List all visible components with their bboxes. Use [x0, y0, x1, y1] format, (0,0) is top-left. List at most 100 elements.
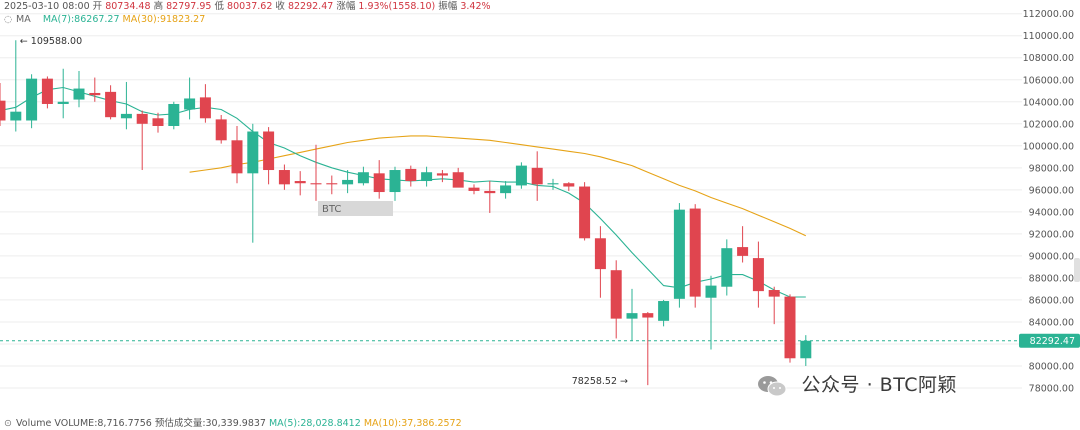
- symbol-label-bg: [318, 201, 393, 216]
- candle: [105, 85, 117, 120]
- ma7-line: [0, 86, 806, 298]
- candle: [531, 151, 543, 201]
- candle-body: [579, 186, 591, 239]
- candle: [26, 74, 38, 129]
- candle-body: [326, 183, 338, 185]
- volume-estimate: 预估成交量:30,339.9837: [154, 418, 266, 429]
- candle-body: [484, 190, 496, 194]
- candle-body: [531, 167, 543, 185]
- candle-body: [705, 285, 717, 298]
- volume-value: VOLUME:8,716.7756: [54, 418, 152, 429]
- watermark-text: 公众号 · BTC阿颖: [801, 374, 957, 396]
- candle-body: [41, 78, 53, 104]
- open-value: 80734.48: [105, 1, 151, 12]
- candle-body: [10, 111, 22, 121]
- candle: [642, 312, 654, 386]
- candle-body: [768, 290, 780, 297]
- candle: [89, 77, 101, 102]
- annotation-label: 78258.52 →: [572, 376, 628, 387]
- candle: [579, 182, 591, 241]
- candle: [120, 81, 132, 130]
- y-tick-label: 112000.00: [1023, 9, 1074, 20]
- price-annotation: ← 109588.00: [20, 36, 82, 47]
- y-tick-label: 78000.00: [1029, 383, 1074, 394]
- ma-info-row[interactable]: ◌ MA MA(7):86267.27 MA(30):91823.27: [4, 14, 205, 26]
- candle: [800, 335, 812, 366]
- candle-body: [263, 131, 275, 171]
- volume-ma10: MA(10):37,386.2572: [363, 418, 462, 429]
- candle-body: [500, 185, 512, 194]
- current-price-tag: 82292.47: [1019, 333, 1080, 348]
- candle-body: [673, 209, 685, 299]
- candle-body: [310, 183, 322, 185]
- close-label: 收: [275, 1, 285, 12]
- candle-body: [105, 91, 117, 118]
- candle: [294, 171, 306, 196]
- ma30-line: [189, 135, 807, 237]
- ma-label: MA: [16, 14, 31, 25]
- candle: [626, 288, 638, 341]
- price-scale-handle[interactable]: [1074, 258, 1080, 282]
- bell-icon[interactable]: ◌: [4, 14, 13, 25]
- volume-ma5: MA(5):28,028.8412: [268, 418, 361, 429]
- open-label: 开: [92, 1, 103, 12]
- candle-body: [610, 270, 622, 319]
- change-value: 1.93%(1558.10): [358, 1, 436, 12]
- candle-body: [389, 170, 401, 193]
- candle-body: [73, 88, 85, 100]
- ma30-value: MA(30):91823.27: [122, 14, 206, 25]
- candle: [500, 181, 512, 199]
- candle-body: [452, 172, 464, 188]
- candle: [326, 175, 338, 195]
- candle-body: [184, 98, 196, 110]
- candle: [342, 170, 354, 194]
- candle-body: [136, 113, 148, 124]
- candle: [515, 162, 527, 189]
- candle: [152, 112, 164, 133]
- candle: [263, 127, 275, 185]
- candle-body: [784, 296, 796, 359]
- candle: [705, 275, 717, 350]
- candle-body: [658, 301, 670, 321]
- candle-body: [373, 173, 385, 193]
- candle-body: [199, 97, 211, 119]
- candle: [10, 40, 22, 132]
- candle-body: [294, 181, 306, 184]
- candle: [452, 167, 464, 188]
- price-annotation: 78258.52 →: [572, 376, 628, 387]
- candle-body: [737, 247, 749, 256]
- watermark: 公众号 · BTC阿颖: [757, 370, 957, 398]
- candle: [57, 68, 69, 119]
- candle: [658, 299, 670, 327]
- current-price-tag-bg: [1019, 333, 1080, 348]
- candle-body: [563, 183, 575, 187]
- candle-body: [231, 140, 243, 174]
- candle-body: [752, 258, 764, 292]
- candle-body: [721, 248, 733, 287]
- candle: [73, 70, 85, 108]
- y-tick-label: 104000.00: [1023, 97, 1074, 108]
- candle: [357, 166, 369, 186]
- candle: [484, 181, 496, 213]
- y-tick-label: 90000.00: [1029, 251, 1074, 262]
- y-tick-label: 92000.00: [1029, 229, 1074, 240]
- candle: [247, 123, 259, 243]
- candle-body: [247, 131, 259, 174]
- candle: [673, 203, 685, 308]
- low-label: 低: [214, 1, 224, 12]
- y-tick-label: 102000.00: [1023, 119, 1074, 130]
- candle-body: [689, 208, 701, 297]
- candle-body: [120, 113, 132, 119]
- candle-body: [405, 168, 417, 182]
- candle-body: [436, 173, 448, 176]
- eye-icon[interactable]: ⊙: [4, 418, 12, 429]
- candle: [310, 144, 322, 201]
- y-tick-label: 98000.00: [1029, 163, 1074, 174]
- candle: [421, 166, 433, 187]
- candle: [436, 170, 448, 183]
- candle: [215, 114, 227, 144]
- candle-body: [626, 313, 638, 319]
- volume-info-row: ⊙ Volume VOLUME:8,716.7756 预估成交量:30,339.…: [4, 418, 462, 430]
- candle-body: [594, 238, 606, 270]
